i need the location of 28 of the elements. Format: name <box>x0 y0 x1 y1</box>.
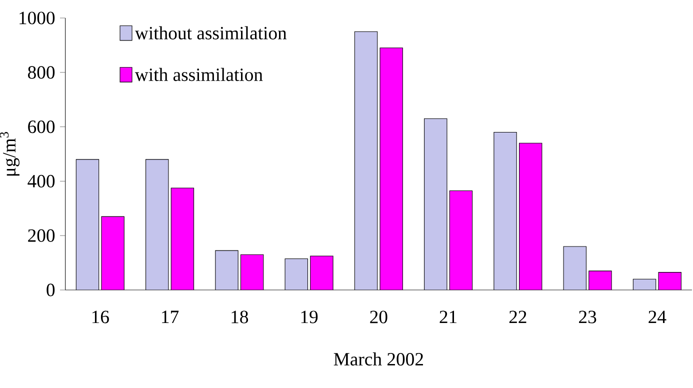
bar <box>380 48 403 290</box>
legend-label: with assimilation <box>134 68 263 82</box>
bar <box>519 143 542 290</box>
bar <box>101 216 124 290</box>
x-tick-label: 17 <box>162 310 179 324</box>
x-tick-label: 20 <box>370 310 388 324</box>
x-tick-label: 22 <box>509 310 526 324</box>
legend-label: without assimilation <box>134 26 287 40</box>
y-tick-label: 600 <box>28 120 55 134</box>
y-axis-title: μg/m$^{3}$ <box>0 132 20 176</box>
bar <box>171 188 194 290</box>
bar <box>450 190 472 290</box>
bar <box>658 272 682 290</box>
x-tick-label: 19 <box>301 310 318 324</box>
bar <box>588 270 612 290</box>
y-tick-label: 800 <box>28 66 55 79</box>
x-tick-label: 21 <box>440 310 457 324</box>
y-tick-label: 0 <box>46 284 55 296</box>
x-axis-title: March 2002 <box>334 352 423 366</box>
x-tick-label: 23 <box>579 310 596 324</box>
x-tick-label: 24 <box>648 310 666 324</box>
bar <box>310 256 334 290</box>
x-tick-label: 16 <box>92 310 109 324</box>
bar <box>240 254 264 290</box>
x-tick-label: 18 <box>232 310 248 324</box>
y-tick-label: 1000 <box>20 12 55 24</box>
y-tick-label: 200 <box>28 229 55 242</box>
y-tick-label: 400 <box>28 174 55 188</box>
